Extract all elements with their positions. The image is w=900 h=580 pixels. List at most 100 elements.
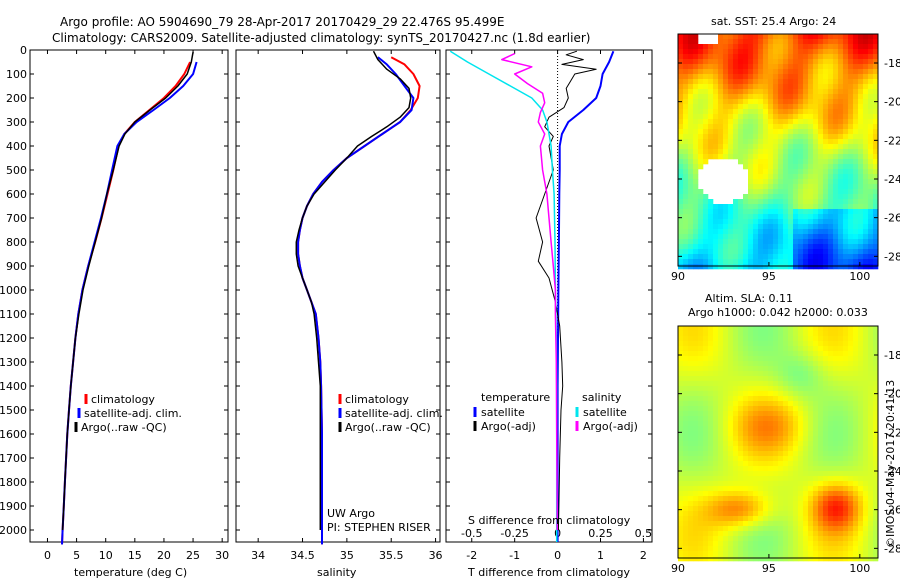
heatmap-cell bbox=[793, 466, 799, 472]
heatmap-cell bbox=[863, 154, 869, 160]
heatmap-cell bbox=[733, 536, 739, 542]
heatmap-cell bbox=[683, 466, 689, 472]
heatmap-cell bbox=[683, 541, 689, 547]
heatmap-cell bbox=[753, 341, 759, 347]
heatmap-cell bbox=[683, 209, 689, 215]
heatmap-cell bbox=[758, 259, 764, 265]
heatmap-cell bbox=[713, 521, 719, 527]
heatmap-cell bbox=[703, 471, 709, 477]
heatmap-cell bbox=[708, 371, 714, 377]
heatmap-cell bbox=[853, 351, 859, 357]
heatmap-cell bbox=[733, 526, 739, 532]
heatmap-cell bbox=[748, 94, 754, 100]
heatmap-cell bbox=[733, 331, 739, 337]
heatmap-cell bbox=[848, 84, 854, 90]
heatmap-cell bbox=[743, 114, 749, 120]
heatmap-cell bbox=[803, 516, 809, 522]
heatmap-cell bbox=[698, 391, 704, 397]
heatmap-cell bbox=[773, 204, 779, 210]
heatmap-cell bbox=[753, 244, 759, 250]
heatmap-cell bbox=[788, 476, 794, 482]
heatmap-cell bbox=[813, 406, 819, 412]
heatmap-cell bbox=[828, 64, 834, 70]
heatmap-cell bbox=[768, 219, 774, 225]
heatmap-cell bbox=[683, 179, 689, 185]
heatmap-cell bbox=[678, 34, 684, 40]
heatmap-cell bbox=[743, 391, 749, 397]
heatmap-cell bbox=[733, 244, 739, 250]
heatmap-cell bbox=[708, 59, 714, 65]
heatmap-cell bbox=[748, 526, 754, 532]
heatmap-cell bbox=[693, 391, 699, 397]
heatmap-cell bbox=[793, 531, 799, 537]
heatmap-cell bbox=[873, 179, 879, 185]
heatmap-cell bbox=[703, 79, 709, 85]
heatmap-cell bbox=[788, 496, 794, 502]
heatmap-cell bbox=[843, 149, 849, 155]
heatmap-cell bbox=[813, 54, 819, 60]
heatmap-cell bbox=[813, 466, 819, 472]
heatmap-cell bbox=[863, 381, 869, 387]
heatmap-cell bbox=[783, 436, 789, 442]
heatmap-cell bbox=[773, 69, 779, 75]
heatmap-cell bbox=[718, 134, 724, 140]
heatmap-cell bbox=[823, 204, 829, 210]
heatmap-cell bbox=[713, 331, 719, 337]
heatmap-cell bbox=[848, 456, 854, 462]
heatmap-cell bbox=[863, 74, 869, 80]
heatmap-cell bbox=[843, 361, 849, 367]
heatmap-cell bbox=[868, 39, 874, 45]
heatmap-cell bbox=[713, 114, 719, 120]
heatmap-cell bbox=[683, 381, 689, 387]
heatmap-cell bbox=[748, 79, 754, 85]
heatmap-cell bbox=[868, 89, 874, 95]
heatmap-cell bbox=[843, 54, 849, 60]
salinity-axes-frame bbox=[235, 49, 441, 543]
heatmap-cell bbox=[788, 194, 794, 200]
heatmap-cell bbox=[833, 341, 839, 347]
heatmap-cell bbox=[868, 264, 874, 270]
heatmap-cell bbox=[713, 411, 719, 417]
heatmap-cell bbox=[778, 214, 784, 220]
heatmap-cell bbox=[783, 406, 789, 412]
heatmap-cell bbox=[738, 79, 744, 85]
heatmap-cell bbox=[843, 411, 849, 417]
heatmap-cell bbox=[703, 506, 709, 512]
heatmap-cell bbox=[838, 376, 844, 382]
heatmap-cell bbox=[793, 361, 799, 367]
heatmap-cell bbox=[778, 164, 784, 170]
heatmap-cell bbox=[823, 159, 829, 165]
heatmap-cell bbox=[763, 521, 769, 527]
heatmap-cell bbox=[773, 451, 779, 457]
heatmap-cell bbox=[828, 521, 834, 527]
heatmap-cell bbox=[693, 526, 699, 532]
heatmap-cell bbox=[863, 179, 869, 185]
heatmap-cell bbox=[713, 506, 719, 512]
heatmap-cell bbox=[713, 119, 719, 125]
heatmap-cell bbox=[788, 411, 794, 417]
heatmap-cell bbox=[698, 416, 704, 422]
depth-tick-label: 1300 bbox=[0, 356, 27, 369]
heatmap-cell bbox=[758, 64, 764, 70]
heatmap-cell bbox=[868, 556, 874, 562]
heatmap-cell bbox=[768, 174, 774, 180]
heatmap-cell bbox=[753, 159, 759, 165]
heatmap-cell bbox=[858, 84, 864, 90]
heatmap-cell bbox=[743, 526, 749, 532]
heatmap-cell bbox=[813, 551, 819, 557]
heatmap-cell bbox=[708, 476, 714, 482]
heatmap-cell bbox=[858, 366, 864, 372]
heatmap-cell bbox=[718, 331, 724, 337]
heatmap-cell bbox=[858, 89, 864, 95]
heatmap-cell bbox=[763, 446, 769, 452]
heatmap-cell bbox=[788, 39, 794, 45]
heatmap-cell bbox=[823, 486, 829, 492]
heatmap-cell bbox=[683, 546, 689, 552]
heatmap-cell bbox=[873, 109, 879, 115]
heatmap-cell bbox=[768, 376, 774, 382]
heatmap-cell bbox=[843, 446, 849, 452]
heatmap-cell bbox=[863, 501, 869, 507]
heatmap-cell bbox=[688, 371, 694, 377]
heatmap-cell bbox=[813, 376, 819, 382]
